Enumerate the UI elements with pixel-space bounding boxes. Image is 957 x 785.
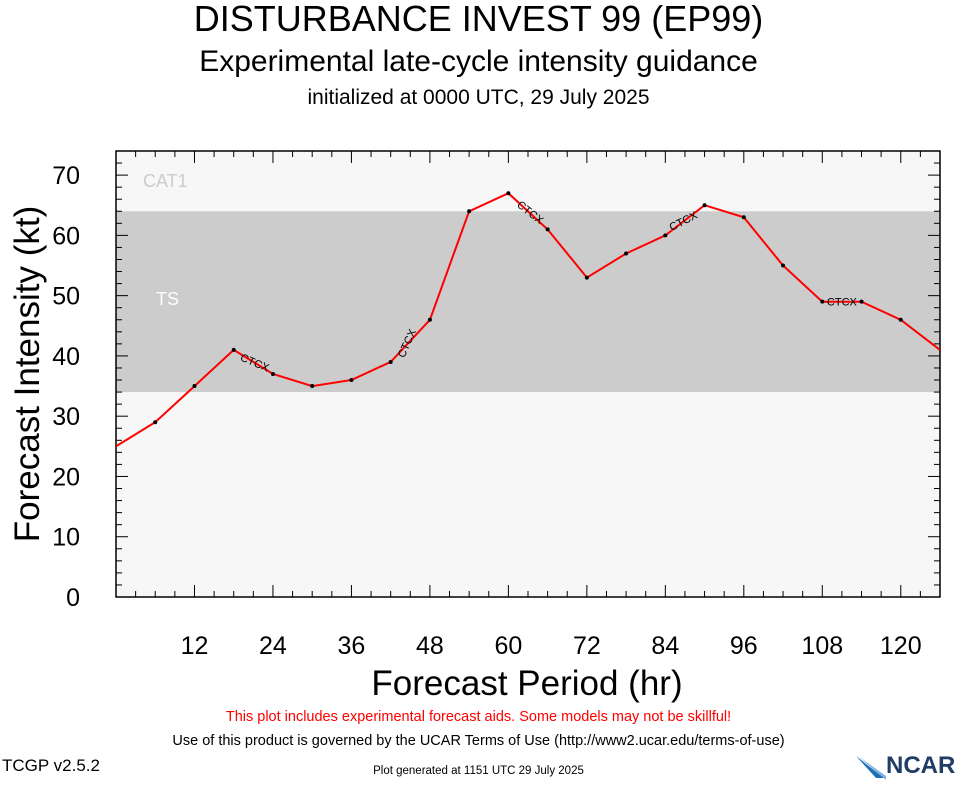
data-point xyxy=(153,420,158,425)
ts-band xyxy=(116,211,940,393)
x-tick-label: 72 xyxy=(573,632,601,660)
data-point xyxy=(702,203,707,208)
ncar-logo-text: NCAR xyxy=(886,752,956,779)
y-tick-label: 60 xyxy=(52,222,80,250)
x-axis-label: Forecast Period (hr) xyxy=(371,664,682,703)
data-point xyxy=(467,209,472,214)
data-point xyxy=(427,317,432,322)
data-point xyxy=(310,384,315,389)
generated-timestamp: Plot generated at 1151 UTC 29 July 2025 xyxy=(373,765,584,777)
data-point xyxy=(388,359,393,364)
series-line-ctcx xyxy=(116,192,940,448)
y-tick-label: 30 xyxy=(52,403,80,431)
y-tick-label: 20 xyxy=(52,463,80,491)
x-tick-label: 84 xyxy=(651,632,679,660)
initialization-time: initialized at 0000 UTC, 29 July 2025 xyxy=(307,86,650,109)
band-label-cat1: CAT1 xyxy=(143,171,188,191)
x-tick-label: 24 xyxy=(259,632,287,660)
x-tick-label: 96 xyxy=(730,632,758,660)
x-tick-label: 12 xyxy=(181,632,209,660)
data-point xyxy=(270,372,275,376)
data-point xyxy=(663,233,668,238)
data-point xyxy=(898,317,903,322)
y-tick-label: 10 xyxy=(52,524,80,552)
data-point xyxy=(624,251,629,256)
data-point xyxy=(231,347,236,352)
series-label: CTCX xyxy=(827,297,858,309)
data-point xyxy=(506,191,511,196)
experimental-warning: This plot includes experimental forecast… xyxy=(225,709,732,725)
data-point xyxy=(545,227,550,232)
data-point xyxy=(781,263,786,268)
band-label-ts: TS xyxy=(156,289,179,309)
chart-subtitle: Experimental late-cycle intensity guidan… xyxy=(199,45,758,78)
data-point xyxy=(820,299,825,304)
ncar-swoosh-icon xyxy=(856,756,886,780)
intensity-chart: TS CAT1 0 10 20 30 40 50 60 70 12 24 36 48 60 72 84 96 108… xyxy=(8,150,941,703)
data-point xyxy=(859,299,864,304)
x-tick-label: 108 xyxy=(801,632,843,660)
y-tick-label: 50 xyxy=(52,283,80,311)
data-point xyxy=(349,378,354,383)
ncar-logo: NCAR xyxy=(856,752,956,780)
x-tick-label: 36 xyxy=(338,632,366,660)
y-tick-label: 70 xyxy=(52,162,80,190)
y-tick-label: 0 xyxy=(66,584,80,612)
y-tick-label: 40 xyxy=(52,343,80,371)
y-axis-label: Forecast Intensity (kt) xyxy=(8,206,47,542)
data-point xyxy=(192,384,197,389)
terms-of-use: Use of this product is governed by the U… xyxy=(172,733,785,749)
x-tick-label: 60 xyxy=(494,632,522,660)
data-point xyxy=(741,215,746,220)
version-label: TCGP v2.5.2 xyxy=(2,756,100,775)
x-tick-label: 48 xyxy=(416,632,444,660)
data-point xyxy=(584,275,589,280)
x-tick-label: 120 xyxy=(880,632,922,660)
chart-title: DISTURBANCE INVEST 99 (EP99) xyxy=(193,0,764,39)
